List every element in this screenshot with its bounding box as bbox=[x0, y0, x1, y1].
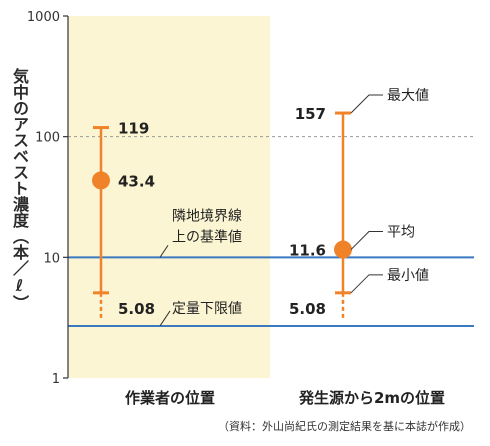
y-tick-label: 1 bbox=[52, 372, 60, 387]
avg-point bbox=[334, 240, 352, 259]
highlight-band bbox=[68, 16, 270, 378]
leader-line bbox=[350, 274, 383, 294]
reference-label-quantitation: 定量下限値 bbox=[172, 301, 242, 317]
leader-line bbox=[159, 245, 169, 258]
y-axis-label: 気中のアスベスト濃度（本／ℓ） bbox=[10, 68, 29, 311]
y-tick-label: 100 bbox=[35, 131, 60, 146]
y-tick-label: 1000 bbox=[27, 10, 60, 25]
leader-line bbox=[350, 94, 383, 114]
annotation-min: 最小値 bbox=[387, 268, 429, 284]
avg-value-label: 43.4 bbox=[118, 172, 155, 190]
annotation-max: 最大値 bbox=[387, 88, 429, 104]
reference-label-line2: 上の基準値 bbox=[172, 228, 242, 245]
min-value-label: 5.08 bbox=[289, 300, 326, 318]
max-value-label: 157 bbox=[295, 105, 326, 123]
avg-point bbox=[92, 171, 110, 190]
leader-line bbox=[350, 231, 383, 250]
category-label: 作業者の位置 bbox=[125, 389, 215, 407]
annotation-avg: 平均 bbox=[387, 225, 415, 241]
min-value-label: 5.08 bbox=[118, 300, 155, 318]
leader-line bbox=[159, 310, 171, 327]
max-value-label: 119 bbox=[118, 120, 149, 138]
avg-value-label: 11.6 bbox=[289, 242, 326, 260]
reference-label-line1: 隣地境界線 bbox=[172, 208, 242, 224]
source-note: （資料：外山尚紀氏の測定結果を基に本誌が作成） bbox=[218, 419, 471, 433]
y-tick-label: 10 bbox=[43, 251, 60, 266]
category-label: 発生源から2mの位置 bbox=[298, 389, 445, 407]
